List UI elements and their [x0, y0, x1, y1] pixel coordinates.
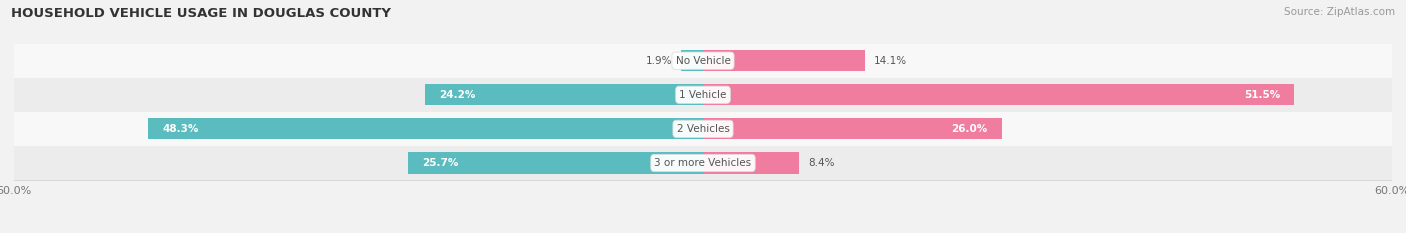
Text: 26.0%: 26.0% — [952, 124, 988, 134]
Text: HOUSEHOLD VEHICLE USAGE IN DOUGLAS COUNTY: HOUSEHOLD VEHICLE USAGE IN DOUGLAS COUNT… — [11, 7, 391, 20]
Bar — [681, 50, 703, 71]
Bar — [703, 50, 865, 71]
Bar — [408, 152, 703, 174]
Text: 51.5%: 51.5% — [1244, 90, 1281, 100]
Bar — [703, 84, 1295, 105]
Text: 1 Vehicle: 1 Vehicle — [679, 90, 727, 100]
Bar — [149, 118, 703, 140]
Text: 8.4%: 8.4% — [808, 158, 835, 168]
Text: No Vehicle: No Vehicle — [675, 56, 731, 66]
Bar — [425, 84, 703, 105]
Text: 2 Vehicles: 2 Vehicles — [676, 124, 730, 134]
Bar — [14, 44, 1392, 78]
Text: 25.7%: 25.7% — [422, 158, 458, 168]
Bar — [14, 112, 1392, 146]
Text: 1.9%: 1.9% — [645, 56, 672, 66]
Bar — [703, 118, 1001, 140]
Bar — [14, 146, 1392, 180]
Text: 48.3%: 48.3% — [162, 124, 198, 134]
Text: 14.1%: 14.1% — [875, 56, 907, 66]
Bar — [14, 78, 1392, 112]
Text: 24.2%: 24.2% — [439, 90, 475, 100]
Text: Source: ZipAtlas.com: Source: ZipAtlas.com — [1284, 7, 1395, 17]
Bar — [703, 152, 800, 174]
Text: 3 or more Vehicles: 3 or more Vehicles — [654, 158, 752, 168]
